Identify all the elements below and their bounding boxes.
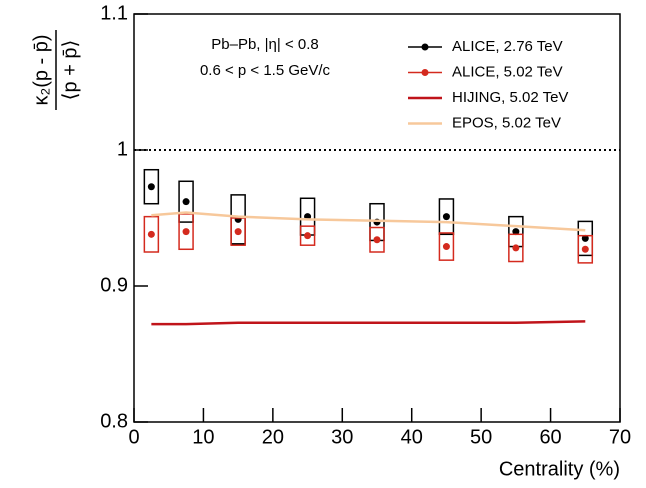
- y-tick-label: 0.9: [100, 274, 128, 296]
- systematic-box: [143, 168, 160, 205]
- systematic-box: [178, 213, 194, 251]
- x-tick-label: 40: [401, 426, 423, 448]
- systematic-box: [369, 226, 385, 253]
- legend-label: ALICE, 2.76 TeV: [452, 38, 563, 55]
- model-line: [151, 320, 586, 326]
- data-point: [512, 228, 520, 236]
- data-point: [147, 183, 155, 191]
- x-tick-label: 50: [470, 426, 492, 448]
- model-line: [151, 211, 586, 232]
- data-point: [512, 244, 520, 252]
- legend-marker: [421, 43, 429, 51]
- y-axis-label: κ₂(p - p̄) ⟨p + p̄⟩: [30, 30, 81, 110]
- legend-label: ALICE, 5.02 TeV: [452, 63, 563, 80]
- data-point: [373, 236, 381, 244]
- data-point: [442, 213, 450, 221]
- systematic-box: [438, 232, 455, 261]
- x-tick-label: 70: [609, 426, 631, 448]
- systematic-box: [143, 215, 160, 253]
- annotation: 0.6 < p < 1.5 GeV/c: [200, 62, 331, 79]
- systematic-box: [299, 225, 316, 246]
- y-tick-label: 1: [117, 138, 128, 160]
- legend-label: EPOS, 5.02 TeV: [452, 114, 561, 131]
- y-tick-label: 0.8: [100, 410, 128, 432]
- data-point: [581, 245, 589, 253]
- annotation: Pb–Pb, |η| < 0.8: [211, 36, 318, 53]
- x-tick-label: 10: [192, 426, 214, 448]
- systematic-box: [178, 180, 194, 223]
- data-point: [182, 198, 190, 206]
- y-tick-label: 1.1: [100, 2, 128, 24]
- plot-frame: [133, 13, 621, 423]
- x-tick-label: 0: [128, 426, 139, 448]
- data-point: [442, 243, 450, 251]
- legend-marker: [421, 69, 429, 76]
- x-tick-label: 60: [539, 426, 561, 448]
- systematic-box: [438, 198, 455, 236]
- legend-label: HIJING, 5.02 TeV: [452, 89, 568, 106]
- x-tick-label: 30: [331, 426, 353, 448]
- data-point: [234, 228, 242, 236]
- data-point: [304, 232, 312, 240]
- data-point: [581, 234, 589, 242]
- data-point: [147, 230, 155, 238]
- x-tick-label: 20: [262, 426, 284, 448]
- y-label-denominator: ⟨p + p̄⟩: [59, 40, 81, 101]
- systematic-box: [577, 234, 594, 264]
- y-label-numerator: κ₂(p - p̄): [30, 34, 52, 105]
- data-point: [182, 228, 190, 236]
- systematic-box: [230, 217, 246, 246]
- systematic-box: [508, 233, 524, 263]
- x-axis-label: Centrality (%): [499, 458, 620, 480]
